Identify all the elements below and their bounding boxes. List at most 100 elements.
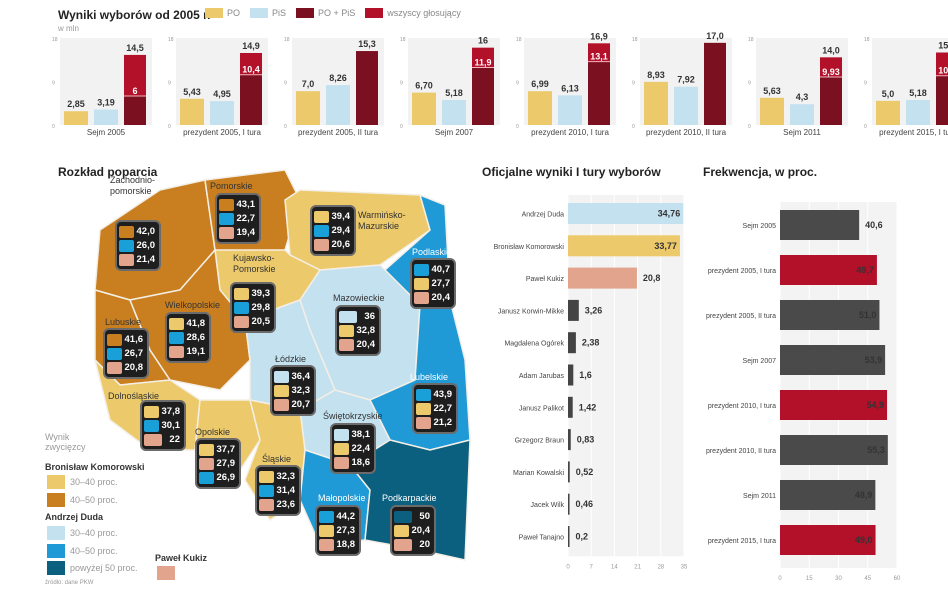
- result-row: 20,4: [414, 291, 452, 304]
- legend-item: PO + PiS: [296, 8, 355, 18]
- result-value: 39,3: [251, 288, 271, 299]
- result-value: 43,1: [236, 199, 256, 210]
- bar-PO: [760, 97, 784, 125]
- result-value: 21,4: [136, 254, 156, 265]
- y-tick-label: 18: [52, 37, 58, 43]
- result-row: 32,3: [274, 384, 312, 397]
- candidate-swatch: [339, 310, 357, 323]
- candidate-swatch: [339, 324, 354, 337]
- data-label: 34,76: [658, 209, 681, 219]
- candidate-swatch: [107, 347, 122, 360]
- candidate-swatch: [144, 405, 159, 418]
- data-label: 55,3: [867, 445, 885, 455]
- result-row: 29,4: [314, 224, 352, 237]
- y-tick-label: 0: [284, 124, 287, 130]
- bar: [568, 461, 570, 483]
- region-result-box: 36 32,8 20,4: [335, 305, 381, 356]
- candidate-swatch: [319, 524, 334, 537]
- y-tick-label: 0: [516, 124, 519, 130]
- result-value: 18,6: [351, 457, 371, 468]
- region-label: Wielkopolskie: [165, 300, 221, 310]
- candidate-swatch: [274, 384, 289, 397]
- category-label: Paweł Kukiz: [526, 276, 565, 283]
- bar-po-pis: [588, 61, 610, 125]
- data-label: 5,63: [763, 86, 781, 96]
- candidate-swatch: [169, 331, 184, 344]
- legend-label: PiS: [272, 8, 287, 18]
- top-chart-unit: w mln: [58, 24, 79, 33]
- bar: [780, 390, 888, 420]
- bar: [780, 525, 876, 555]
- bar: [780, 210, 860, 240]
- result-row: 43,9: [416, 388, 454, 401]
- category-label: prezydent 2005, I tura: [708, 268, 776, 275]
- category-label: Sejm 2007: [435, 128, 474, 137]
- data-label: 0,2: [576, 532, 589, 542]
- candidate-swatch: [107, 361, 122, 374]
- y-tick-label: 0: [400, 124, 403, 130]
- candidate-swatch: [119, 239, 134, 252]
- result-value: 19,4: [236, 227, 256, 238]
- region-result-box: 39,4 29,4 20,6: [310, 205, 356, 256]
- candidate-swatch: [169, 317, 184, 330]
- legend-item: PiS: [250, 8, 286, 18]
- candidate-swatch: [314, 238, 329, 251]
- bar-PiS: [210, 101, 234, 125]
- result-row: 21,4: [119, 253, 157, 266]
- top-chart-title: Wyniki wyborów od 2005 r.: [58, 8, 211, 22]
- candidate-swatch: [119, 253, 134, 266]
- candidate-swatch: [199, 457, 214, 470]
- result-row: 28,6: [169, 331, 207, 344]
- result-row: 41,8: [169, 317, 207, 330]
- data-label: 0,83: [577, 435, 595, 445]
- data-label: 4,3: [796, 92, 809, 102]
- bar: [568, 493, 570, 515]
- y-tick-label: 9: [168, 81, 171, 87]
- candidate-swatch: [416, 402, 431, 415]
- candidate-swatch: [259, 470, 274, 483]
- data-label: 6,70: [415, 81, 433, 91]
- data-label: 3,26: [585, 305, 603, 315]
- legend-duda: Andrzej Duda: [45, 512, 104, 522]
- result-value: 26,9: [216, 472, 236, 483]
- candidate-swatch: [219, 198, 234, 211]
- data-label: 0,52: [576, 467, 594, 477]
- region-15: [348, 439, 471, 561]
- data-label: 10,4: [242, 65, 260, 75]
- data-label: 4,95: [213, 89, 231, 99]
- result-row: 22,4: [334, 442, 372, 455]
- result-row: 30,1: [144, 419, 182, 432]
- bar: [568, 526, 570, 547]
- data-label: 40,6: [865, 220, 883, 230]
- category-label: prezydent 2015, I tura: [879, 128, 948, 137]
- result-row: 20: [394, 538, 432, 551]
- region-label: Śląskie: [262, 454, 292, 464]
- bar-po-pis: [472, 67, 494, 125]
- region-label: Mazowieckie: [333, 293, 385, 303]
- result-row: 19,1: [169, 345, 207, 358]
- result-row: 20,7: [274, 398, 312, 411]
- data-label: 51,0: [859, 310, 877, 320]
- region-label: Podlaskie: [412, 247, 452, 257]
- legend-d2: 40–50 proc.: [70, 546, 118, 556]
- legend-label: wszyscy głosujący: [387, 8, 461, 18]
- data-label: 14,5: [126, 43, 144, 53]
- bar-total: [356, 51, 378, 125]
- bar: [780, 300, 880, 330]
- result-row: 20,4: [394, 524, 432, 537]
- data-label: 6,99: [531, 79, 549, 89]
- y-tick-label: 0: [864, 124, 867, 130]
- result-row: 31,4: [259, 484, 297, 497]
- candidate-swatch: [274, 398, 289, 411]
- result-value: 26,7: [124, 348, 144, 359]
- result-row: 20,5: [234, 315, 272, 328]
- result-row: 19,4: [219, 226, 257, 239]
- bar: [780, 480, 876, 510]
- result-value: 28,6: [186, 332, 206, 343]
- result-value: 20,5: [251, 316, 271, 327]
- region-result-box: 32,3 31,4 23,6: [255, 465, 301, 516]
- category-label: Bronisław Komorowski: [494, 244, 565, 251]
- result-value: 40,7: [431, 264, 451, 275]
- result-row: 29,8: [234, 301, 272, 314]
- data-label: 17,0: [706, 31, 724, 41]
